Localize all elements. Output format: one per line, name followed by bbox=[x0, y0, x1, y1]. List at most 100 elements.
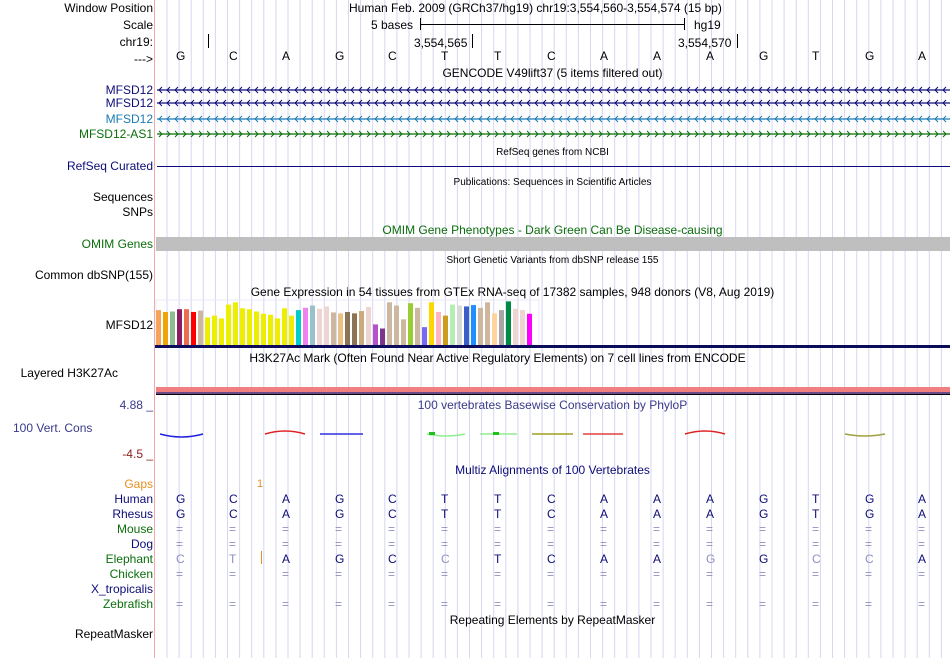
gencode-gene-lines[interactable] bbox=[155, 83, 950, 143]
strand-arrow-icon bbox=[318, 130, 323, 138]
gtex-tissue-bar[interactable] bbox=[296, 310, 301, 346]
gtex-tissue-bar[interactable] bbox=[254, 311, 259, 347]
gtex-tissue-bar[interactable] bbox=[373, 324, 378, 346]
gencode-label-3[interactable]: MFSD12 bbox=[105, 112, 153, 126]
phylop-title[interactable]: 100 vertebrates Basewise Conservation by… bbox=[417, 398, 688, 412]
gtex-tissue-bar[interactable] bbox=[247, 309, 252, 346]
gtex-tissue-bar[interactable] bbox=[233, 302, 238, 346]
gtex-tissue-bar[interactable] bbox=[352, 313, 357, 346]
gtex-tissue-bar[interactable] bbox=[429, 302, 434, 346]
gtex-tissue-bar[interactable] bbox=[184, 309, 189, 346]
gtex-tissue-bar[interactable] bbox=[170, 311, 175, 347]
gtex-tissue-bar[interactable] bbox=[457, 305, 462, 346]
species-label[interactable]: Chicken bbox=[109, 567, 153, 581]
gtex-tissue-bar[interactable] bbox=[240, 308, 245, 346]
gtex-tissue-bar[interactable] bbox=[492, 313, 497, 346]
gtex-tissue-bar[interactable] bbox=[471, 305, 476, 346]
species-label[interactable]: Human bbox=[114, 492, 153, 506]
gtex-tissue-bar[interactable] bbox=[513, 308, 518, 346]
gtex-tissue-bar[interactable] bbox=[177, 309, 182, 346]
gtex-tissue-bar[interactable] bbox=[415, 307, 420, 346]
strand-arrow-icon bbox=[638, 86, 643, 94]
gtex-tissue-bar[interactable] bbox=[212, 315, 217, 346]
gtex-tissue-bar[interactable] bbox=[527, 313, 532, 346]
gtex-tissue-bar[interactable] bbox=[499, 310, 504, 346]
alignment-base: A bbox=[600, 507, 609, 521]
strand-arrow-icon bbox=[414, 99, 419, 107]
refseq-title[interactable]: RefSeq genes from NCBI bbox=[496, 147, 609, 158]
alignment-base: = bbox=[388, 567, 396, 581]
h3k27ac-title[interactable]: H3K27Ac Mark (Often Found Near Active Re… bbox=[249, 351, 746, 365]
gtex-tissue-bar[interactable] bbox=[408, 303, 413, 346]
gtex-tissue-bar[interactable] bbox=[156, 310, 161, 346]
gtex-tissue-bar[interactable] bbox=[191, 311, 196, 346]
gtex-tissue-bar[interactable] bbox=[331, 312, 336, 346]
omim-title[interactable]: OMIM Gene Phenotypes - Dark Green Can Be… bbox=[382, 223, 723, 237]
species-label[interactable]: Zebrafish bbox=[102, 597, 153, 611]
gencode-label-1[interactable]: MFSD12 bbox=[105, 83, 153, 97]
omim-bar[interactable] bbox=[156, 237, 950, 251]
gtex-tissue-bar[interactable] bbox=[338, 313, 343, 346]
snps-label[interactable]: SNPs bbox=[122, 205, 153, 219]
gtex-tissue-bar[interactable] bbox=[268, 314, 273, 346]
gtex-tissue-bar[interactable] bbox=[359, 311, 364, 346]
h3k27ac-label[interactable]: Layered H3K27Ac bbox=[20, 366, 118, 380]
alignment-base: G bbox=[335, 492, 345, 506]
repeatmasker-title[interactable]: Repeating Elements by RepeatMasker bbox=[449, 613, 656, 627]
gtex-tissue-bar[interactable] bbox=[478, 307, 483, 346]
gtex-tissue-bar[interactable] bbox=[401, 319, 406, 346]
alignment-base: = bbox=[441, 597, 449, 611]
repeatmasker-label[interactable]: RepeatMasker bbox=[74, 627, 153, 641]
gtex-tissue-bar[interactable] bbox=[282, 308, 287, 346]
gtex-tissue-bar[interactable] bbox=[422, 327, 427, 346]
omim-label[interactable]: OMIM Genes bbox=[81, 237, 153, 251]
gtex-tissue-bar[interactable] bbox=[345, 311, 350, 346]
refseq-gene-line[interactable] bbox=[157, 166, 950, 167]
refseq-label[interactable]: RefSeq Curated bbox=[66, 159, 153, 173]
gtex-title[interactable]: Gene Expression in 54 tissues from GTEx … bbox=[250, 285, 775, 299]
phylop-label[interactable]: 100 Vert. Cons bbox=[13, 421, 93, 435]
dbsnp-label[interactable]: Common dbSNP(155) bbox=[34, 268, 153, 282]
gtex-tissue-bar[interactable] bbox=[261, 313, 266, 346]
gtex-tissue-bar[interactable] bbox=[506, 301, 511, 346]
gencode-title[interactable]: GENCODE V49lift37 (5 items filtered out) bbox=[442, 66, 663, 80]
species-label[interactable]: Elephant bbox=[105, 552, 153, 566]
species-label[interactable]: Mouse bbox=[116, 522, 153, 536]
gtex-tissue-bar[interactable] bbox=[275, 318, 280, 346]
gtex-tissue-bar[interactable] bbox=[450, 304, 455, 346]
gtex-label[interactable]: MFSD12 bbox=[105, 318, 153, 332]
gtex-tissue-bar[interactable] bbox=[219, 318, 224, 346]
multiz-title[interactable]: Multiz Alignments of 100 Vertebrates bbox=[455, 463, 650, 477]
publications-title[interactable]: Publications: Sequences in Scientific Ar… bbox=[453, 177, 652, 188]
gtex-tissue-bar[interactable] bbox=[520, 310, 525, 346]
gtex-tissue-bar[interactable] bbox=[198, 310, 203, 346]
phylop-signal[interactable] bbox=[155, 425, 950, 445]
gtex-tissue-bar[interactable] bbox=[324, 306, 329, 346]
gtex-tissue-bar[interactable] bbox=[163, 311, 168, 346]
species-label[interactable]: Dog bbox=[130, 537, 153, 551]
gtex-tissue-bar[interactable] bbox=[303, 307, 308, 346]
gtex-tissue-bar[interactable] bbox=[436, 311, 441, 346]
gtex-tissue-bar[interactable] bbox=[485, 302, 490, 346]
species-label[interactable]: X_tropicalis bbox=[90, 582, 153, 596]
species-label[interactable]: Rhesus bbox=[112, 507, 153, 521]
gtex-tissue-bar[interactable] bbox=[310, 305, 315, 346]
gtex-tissue-bar[interactable] bbox=[394, 305, 399, 346]
strand-arrow-icon bbox=[694, 130, 699, 138]
gtex-tissue-bar[interactable] bbox=[380, 328, 385, 346]
gtex-tissue-bar[interactable] bbox=[366, 306, 371, 346]
gtex-tissue-bar[interactable] bbox=[443, 315, 448, 346]
publications-label[interactable]: Sequences bbox=[92, 190, 153, 204]
strand-arrow-icon bbox=[750, 115, 755, 123]
gencode-label-4[interactable]: MFSD12-AS1 bbox=[78, 127, 153, 141]
gtex-bar-chart[interactable] bbox=[155, 299, 950, 349]
gtex-tissue-bar[interactable] bbox=[205, 317, 210, 346]
gtex-tissue-bar[interactable] bbox=[317, 308, 322, 346]
gtex-tissue-bar[interactable] bbox=[289, 315, 294, 346]
dbsnp-title[interactable]: Short Genetic Variants from dbSNP releas… bbox=[446, 255, 659, 266]
gencode-label-2[interactable]: MFSD12 bbox=[105, 96, 153, 110]
strand-label[interactable]: ---> bbox=[134, 52, 153, 66]
gtex-tissue-bar[interactable] bbox=[464, 306, 469, 346]
gtex-tissue-bar[interactable] bbox=[387, 302, 392, 346]
gtex-tissue-bar[interactable] bbox=[226, 304, 231, 346]
